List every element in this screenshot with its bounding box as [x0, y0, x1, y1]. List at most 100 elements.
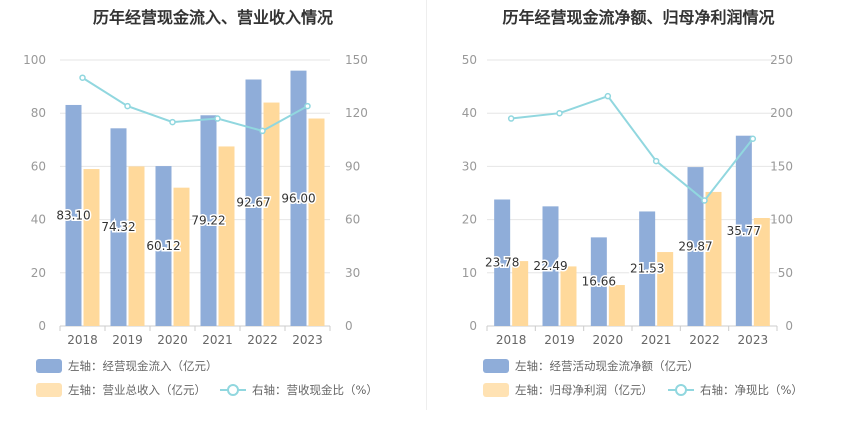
chart-plot-cash-inflow: 0 20 40 60 80 100 0 30 60 90 120 150 2018 2019 2020 202…	[23, 53, 368, 347]
bar-data-label: 29.87	[678, 240, 712, 254]
bar-series-2	[218, 146, 235, 326]
ratio-point	[124, 102, 131, 110]
legend-item-net-cash-ratio[interactable]: 右轴：净现比（%）	[668, 382, 803, 398]
y-left-tick-label: 100	[23, 53, 46, 67]
bar-data-label: 92.67	[236, 196, 270, 210]
bar-series-2	[560, 266, 577, 326]
y-left-tick-label: 10	[462, 266, 477, 280]
y-right-tick-label: 100	[770, 213, 793, 227]
y-left-tick-label: 50	[462, 53, 477, 67]
bar-data-label: 60.12	[146, 239, 180, 253]
x-tick-label: 2022	[689, 333, 720, 347]
y-right-tick-label: 200	[770, 106, 793, 120]
bar-series-2	[83, 169, 100, 326]
bar-series-1	[65, 104, 82, 326]
y-right-tick-label: 30	[345, 266, 360, 280]
ratio-line	[81, 76, 308, 133]
ratio-point	[701, 197, 708, 204]
chart-panel-cash-inflow: 历年经营现金流入、营业收入情况 0 20 40 60 80 100 0 30 60 90 120 15…	[23, 8, 378, 398]
chart-title: 历年经营现金流净额、归母净利润情况	[502, 8, 775, 27]
y-right-tick-label: 0	[345, 319, 353, 333]
bar-series-2	[657, 252, 674, 326]
bar-series-2	[128, 166, 145, 326]
bar-series-1	[155, 166, 172, 326]
legend-item-revenue[interactable]: 左轴：营业总收入（亿元）	[36, 382, 206, 398]
x-tick-label: 2018	[67, 333, 98, 347]
bar-series-1	[290, 70, 307, 326]
ratio-point	[79, 74, 86, 81]
x-tick-label: 2019	[544, 333, 575, 347]
x-tick-label: 2020	[157, 333, 188, 347]
bar-series-2	[608, 285, 625, 326]
ratio-point	[169, 118, 176, 126]
x-tick-label: 2023	[738, 333, 769, 347]
chart-title: 历年经营现金流入、营业收入情况	[92, 8, 333, 27]
y-left-tick-label: 0	[469, 319, 477, 333]
bar-series-1	[200, 115, 217, 326]
legend-item-ratio[interactable]: 右轴：营收现金比（%）	[220, 382, 378, 398]
legend-item-net-profit[interactable]: 左轴：归母净利润（亿元）	[483, 382, 653, 398]
y-left-tick-label: 60	[31, 159, 46, 173]
legend-swatch-bar-orange	[36, 383, 62, 397]
ratio-line	[511, 94, 754, 202]
legend-label: 左轴：经营现金流入（亿元）	[68, 359, 218, 373]
ratio-point	[556, 109, 563, 117]
y-right-tick-label: 50	[778, 266, 793, 280]
ratio-point	[214, 115, 221, 122]
bar-data-label: 96.00	[281, 191, 315, 205]
ratio-point	[652, 157, 660, 165]
bar-series-1	[639, 211, 656, 326]
x-tick-label: 2018	[496, 333, 527, 347]
y-right-tick-label: 150	[770, 159, 793, 173]
y-right-tick-label: 60	[345, 213, 360, 227]
y-right-tick-label: 0	[785, 319, 793, 333]
bar-series-2	[512, 261, 529, 326]
bar-series-1	[245, 79, 262, 326]
y-left-tick-label: 0	[38, 319, 46, 333]
bar-series-1	[110, 128, 127, 326]
x-tick-label: 2019	[112, 333, 143, 347]
legend-swatch-bar-orange	[483, 383, 509, 397]
bar-series-1	[687, 167, 704, 326]
y-right-tick-label: 250	[770, 53, 793, 67]
y-left-tick-label: 40	[31, 213, 46, 227]
y-right-tick-label: 90	[345, 159, 360, 173]
ratio-point	[749, 135, 757, 142]
bar-series-2	[308, 118, 325, 327]
bar-series-1	[542, 206, 559, 326]
x-tick-label: 2021	[202, 333, 233, 347]
bar-series-2	[263, 102, 280, 326]
y-left-tick-label: 30	[462, 159, 477, 173]
chart-plot-net-cash: 0 10 20 30 40 50 0 50 100 150 200 250 2018 2019 2020 20…	[462, 53, 793, 347]
y-right-tick-label: 120	[345, 106, 368, 120]
ratio-point	[259, 127, 266, 135]
legend-swatch-line-icon	[668, 383, 694, 397]
x-tick-label: 2023	[292, 333, 323, 347]
bar-data-label: 79.22	[191, 214, 225, 228]
y-left-tick-label: 40	[462, 106, 477, 120]
ratio-point	[507, 115, 515, 122]
bar-series-1	[590, 237, 607, 326]
y-left-tick-label: 20	[462, 213, 477, 227]
legend-label: 左轴：经营活动现金流净额（亿元）	[515, 359, 699, 373]
legend-label: 左轴：营业总收入（亿元）	[68, 383, 206, 397]
chart-panel-net-cash: 历年经营现金流净额、归母净利润情况 0 10 20 30 40 50 0 50 100 150 20…	[427, 0, 850, 437]
y-left-tick-label: 80	[31, 106, 46, 120]
bar-series-2	[705, 191, 722, 326]
legend-label: 右轴：营收现金比（%）	[252, 383, 378, 397]
bar-data-label: 35.77	[727, 224, 761, 238]
bar-data-label: 83.10	[56, 208, 90, 222]
x-tick-label: 2020	[593, 333, 624, 347]
bar-series-1	[494, 199, 511, 326]
bar-series-1	[735, 135, 752, 326]
legend-item-net-cash-flow[interactable]: 左轴：经营活动现金流净额（亿元）	[483, 358, 699, 374]
legend-item-cash-inflow[interactable]: 左轴：经营现金流入（亿元）	[36, 358, 218, 374]
bar-series-2	[173, 187, 190, 326]
legend-swatch-bar-blue	[483, 359, 509, 373]
bar-data-label: 23.78	[485, 256, 519, 270]
ratio-point	[604, 92, 612, 100]
x-tick-label: 2021	[641, 333, 672, 347]
y-right-tick-label: 150	[345, 53, 368, 67]
legend-swatch-bar-blue	[36, 359, 62, 373]
bar-data-label: 22.49	[533, 259, 567, 273]
